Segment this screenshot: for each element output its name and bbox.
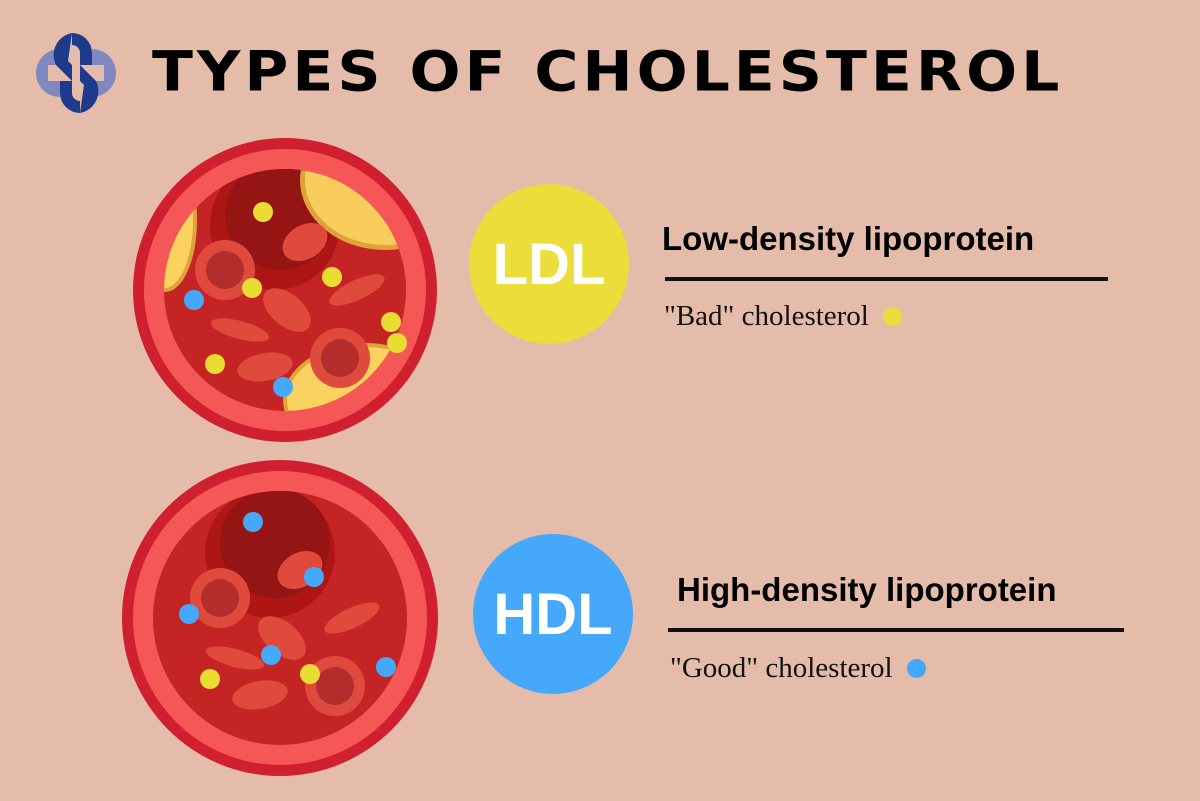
vessel-part [387,333,407,353]
vessel-part [273,377,293,397]
vessel-part [201,579,239,617]
vessel-part [184,290,204,310]
vessel-part [210,318,270,342]
ldl-vessel-illustration [133,138,437,442]
logo-icon [36,33,116,113]
vessel-part [304,567,324,587]
ldl-heading: Low-density lipoprotein [662,220,1035,257]
vessel-part [242,278,262,298]
vessel-part [316,667,354,705]
vessel-part [206,251,244,289]
vessel-part [324,602,380,634]
ldl-divider [665,277,1108,281]
hdl-vessel-illustration [122,460,438,776]
vessel-part [200,669,220,689]
vessel-part [282,223,328,261]
vessel-part [237,352,293,382]
vessel-part [261,645,281,665]
vessel-part [329,274,385,306]
vessel-part [232,680,288,710]
hdl-badge: HDL [473,534,633,694]
vessel-part [263,288,311,332]
ldl-dot-icon [882,307,902,326]
ldl-description-text: "Bad" cholesterol [664,300,869,332]
hdl-description-text: "Good" cholesterol [670,652,893,684]
vessel-part [205,354,225,374]
vessel-part [258,616,306,660]
vessel-part [381,312,401,332]
vessel-part [253,202,273,222]
hdl-badge-label: HDL [493,581,613,647]
vessel-part [321,339,359,377]
vessel-part [179,604,199,624]
ldl-badge: LDL [469,184,629,344]
ldl-badge-label: LDL [492,231,606,297]
page-title: TYPES OF CHOLESTEROL [152,40,1064,105]
ldl-description: "Bad" cholesterol [664,300,902,333]
hdl-heading: High-density lipoprotein [677,571,1057,608]
hdl-description: "Good" cholesterol [670,652,926,685]
hdl-dot-icon [906,659,926,678]
hdl-divider [668,628,1124,632]
vessel-part [243,512,263,532]
vessel-part [205,646,265,670]
vessel-part [322,267,342,287]
vessel-part [300,664,320,684]
vessel-part [376,657,396,677]
